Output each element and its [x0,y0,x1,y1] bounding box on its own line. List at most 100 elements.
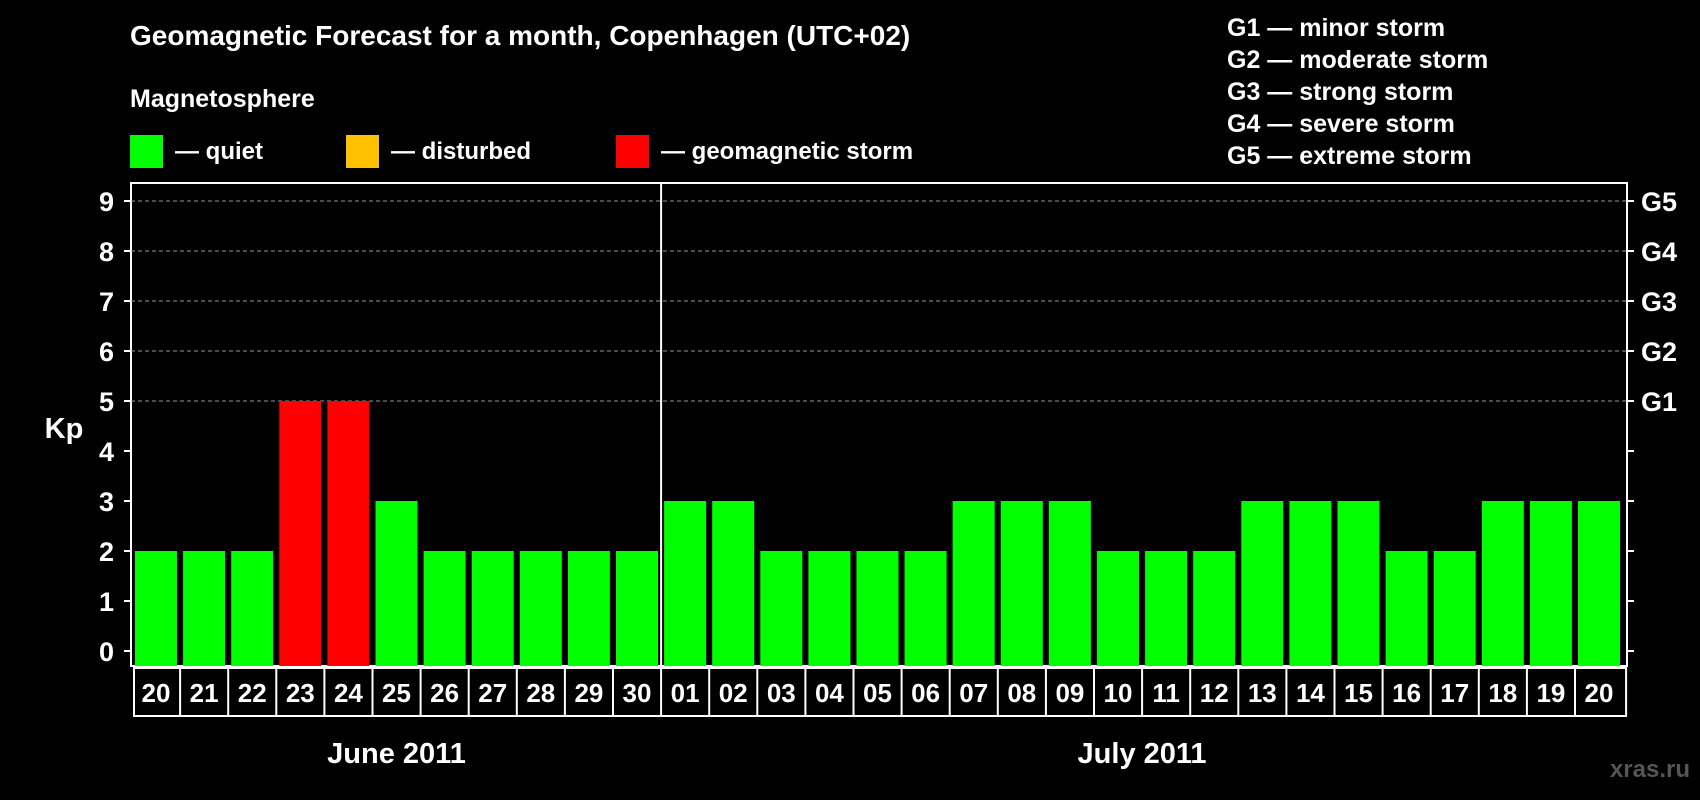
month-label-1: July 2011 [1078,738,1207,770]
bar-22 [1193,551,1236,666]
bar-11 [664,501,707,666]
x-tick-label-6: 26 [430,678,459,708]
bar-0 [135,551,177,666]
bar-10 [616,551,658,666]
x-tick-label-20: 10 [1104,678,1133,708]
y-tick-label-4: 4 [99,437,114,467]
x-tick-label-1: 21 [190,678,219,708]
legend-quiet: — quiet [130,135,263,168]
bar-24 [1289,501,1332,666]
x-tick-label-19: 09 [1055,678,1084,708]
bar-15 [856,551,899,666]
bar-20 [1097,551,1139,666]
x-tick-label-29: 19 [1536,678,1565,708]
x-tick-label-8: 28 [526,678,555,708]
x-tick-label-24: 14 [1296,678,1325,708]
bar-9 [567,551,610,666]
y-tick-label-6: 6 [99,337,114,367]
bar-7 [471,551,514,666]
bar-2 [231,551,274,666]
x-tick-label-22: 12 [1200,678,1229,708]
bar-18 [1000,501,1043,666]
x-tick-label-3: 23 [286,678,315,708]
chart-title: Geomagnetic Forecast for a month, Copenh… [130,20,911,51]
x-tick-label-7: 27 [478,678,507,708]
storm-level-g1: G1 — minor storm [1227,14,1446,42]
storm-level-g3: G3 — strong storm [1227,78,1454,106]
y-tick-label-2: 2 [99,537,114,567]
right-tick-label-g4: G4 [1641,237,1677,267]
section-label: Magnetosphere [130,85,315,113]
x-tick-label-10: 30 [623,678,652,708]
date-axis-box [133,667,1628,717]
right-tick-label-g1: G1 [1641,387,1677,417]
bar-5 [375,501,418,666]
x-tick-label-26: 16 [1392,678,1421,708]
right-tick-label-g2: G2 [1641,337,1677,367]
x-tick-label-13: 03 [767,678,796,708]
bar-3 [279,401,322,666]
x-tick-label-30: 20 [1585,678,1614,708]
x-tick-label-18: 08 [1007,678,1036,708]
storm-level-g2: G2 — moderate storm [1227,46,1489,74]
legend-swatch-quiet [130,135,163,168]
x-tick-label-0: 20 [142,678,171,708]
x-tick-label-4: 24 [334,678,363,708]
bar-6 [423,551,466,666]
y-tick-label-7: 7 [99,287,114,317]
y-tick-label-1: 1 [99,587,114,617]
bar-13 [760,551,803,666]
legend-swatch-storm [616,135,649,168]
legend-disturbed: — disturbed [346,135,531,168]
legend-label-quiet: — quiet [175,137,263,165]
legend-swatch-disturbed [346,135,379,168]
x-tick-label-21: 11 [1152,678,1180,708]
watermark: xras.ru [1609,756,1690,783]
x-tick-label-9: 29 [574,678,603,708]
bar-4 [327,401,370,666]
right-tick-label-g3: G3 [1641,287,1677,317]
bar-26 [1385,551,1428,666]
y-axis-label: Kp [45,413,84,445]
x-tick-label-17: 07 [959,678,988,708]
bar-25 [1337,501,1380,666]
x-tick-label-14: 04 [815,678,844,708]
storm-level-g5: G5 — extreme storm [1227,142,1472,170]
y-tick-label-0: 0 [99,637,114,667]
x-tick-label-25: 15 [1344,678,1373,708]
x-tick-label-28: 18 [1488,678,1517,708]
x-tick-label-2: 22 [238,678,267,708]
month-label-0: June 2011 [327,738,466,770]
y-tick-label-8: 8 [99,237,114,267]
x-tick-label-15: 05 [863,678,892,708]
storm-level-g4: G4 — severe storm [1227,110,1455,138]
bar-27 [1433,551,1476,666]
x-tick-label-27: 17 [1440,678,1469,708]
bar-14 [808,551,851,666]
bar-16 [904,551,947,666]
bar-19 [1048,501,1091,666]
x-tick-label-12: 02 [719,678,748,708]
x-tick-label-23: 13 [1248,678,1277,708]
bar-21 [1145,551,1188,666]
legend-storm: — geomagnetic storm [616,135,913,168]
bar-12 [712,501,755,666]
legend-label-disturbed: — disturbed [391,137,532,165]
bar-17 [952,501,995,666]
y-tick-label-9: 9 [99,187,114,217]
bar-30 [1578,501,1620,666]
bar-8 [519,551,562,666]
bar-29 [1529,501,1572,666]
x-tick-label-16: 06 [911,678,940,708]
x-tick-label-5: 25 [382,678,411,708]
y-tick-label-3: 3 [99,487,114,517]
x-tick-label-11: 01 [671,678,700,708]
bar-28 [1481,501,1524,666]
right-tick-label-g5: G5 [1641,187,1677,217]
y-tick-label-5: 5 [99,387,114,417]
storm-level-list: G1 — minor storm G2 — moderate storm G3 … [1227,12,1488,172]
bar-23 [1241,501,1284,666]
legend-label-storm: — geomagnetic storm [661,137,914,165]
bar-1 [183,551,226,666]
